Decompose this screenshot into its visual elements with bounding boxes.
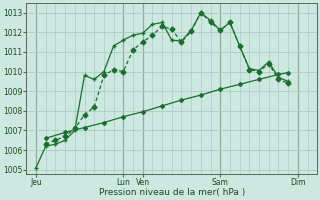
X-axis label: Pression niveau de la mer( hPa ): Pression niveau de la mer( hPa ) <box>99 188 245 197</box>
